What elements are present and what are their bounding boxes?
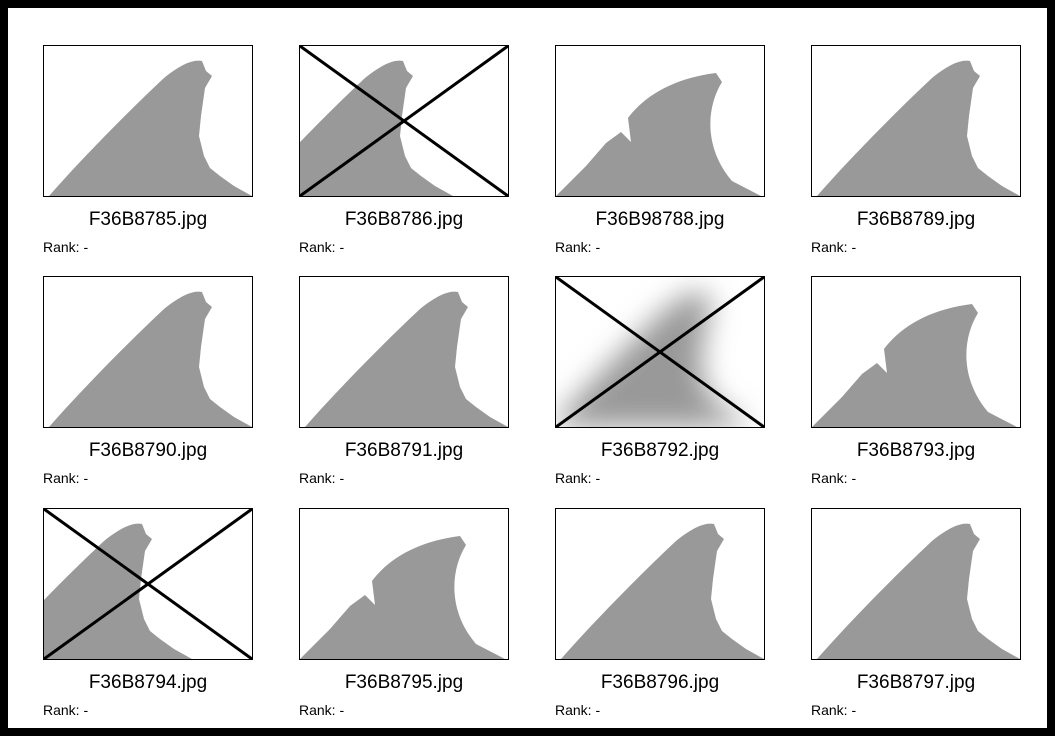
file-name: F36B8792.jpg [535,440,785,462]
fin-image [556,73,761,196]
thumbnail[interactable] [299,276,509,428]
file-name: F36B8797.jpg [791,672,1041,694]
thumbnail[interactable] [43,508,253,660]
gallery: F36B8785.jpgRank: -F36B8786.jpgRank: -F3… [0,0,1055,736]
fin-image [43,524,192,659]
rank-label: Rank: - [43,239,88,255]
fin-image [300,536,505,659]
file-name: F36B8793.jpg [791,440,1041,462]
thumbnail[interactable] [555,276,765,428]
rank-label: Rank: - [811,239,856,255]
rank-label: Rank: - [299,239,344,255]
rank-label: Rank: - [43,470,88,486]
thumbnail[interactable] [43,276,253,428]
thumbnail[interactable] [299,45,509,197]
file-name: F36B8795.jpg [279,672,529,694]
fin-image [817,61,1020,196]
thumbnail[interactable] [43,45,253,197]
rank-label: Rank: - [811,470,856,486]
fin-image [49,292,252,427]
file-name: F36B8785.jpg [23,209,273,231]
fin-image [49,61,252,196]
thumbnail[interactable] [299,508,509,660]
file-name: F36B98788.jpg [535,209,785,231]
file-name: F36B8796.jpg [535,672,785,694]
rank-label: Rank: - [555,239,600,255]
rank-label: Rank: - [555,702,600,718]
rank-label: Rank: - [811,702,856,718]
fin-image [305,292,508,427]
thumbnail[interactable] [811,276,1021,428]
rank-label: Rank: - [43,702,88,718]
fin-image [817,524,1020,659]
file-name: F36B8786.jpg [279,209,529,231]
file-name: F36B8791.jpg [279,440,529,462]
thumbnail[interactable] [811,45,1021,197]
thumbnail[interactable] [811,508,1021,660]
file-name: F36B8790.jpg [23,440,273,462]
rank-label: Rank: - [299,702,344,718]
file-name: F36B8794.jpg [23,672,273,694]
rank-label: Rank: - [299,470,344,486]
fin-image [561,524,764,659]
file-name: F36B8789.jpg [791,209,1041,231]
fin-image [812,304,1017,427]
thumbnail[interactable] [555,508,765,660]
fin-image [299,61,453,196]
thumbnail[interactable] [555,45,765,197]
rank-label: Rank: - [555,470,600,486]
